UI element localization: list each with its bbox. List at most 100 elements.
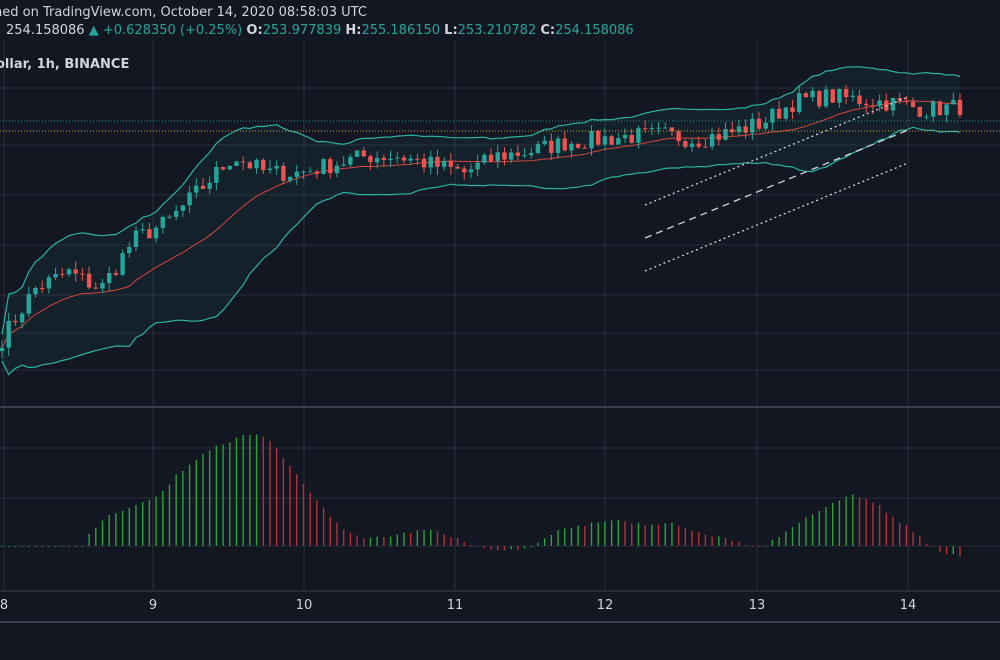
histogram-bar [845, 496, 847, 546]
histogram-bar [456, 538, 459, 546]
candle-body [669, 127, 675, 132]
histogram-bar [952, 546, 955, 555]
price-value: 254.158086 [6, 23, 85, 38]
histogram-bar [624, 520, 626, 546]
histogram-bar [296, 474, 298, 546]
candle-body [488, 154, 494, 162]
histogram-bar [28, 546, 30, 547]
histogram-bar [483, 546, 486, 549]
histogram-bar [537, 542, 539, 546]
histogram-bar [610, 520, 613, 546]
candle-body [495, 152, 500, 162]
histogram-bar [523, 546, 526, 549]
histogram-bar [878, 505, 881, 546]
histogram-bar [852, 494, 854, 546]
histogram-bar [302, 484, 305, 546]
histogram-bar [175, 474, 177, 546]
candle-body [575, 143, 581, 148]
candle-body [817, 91, 822, 107]
candle-body [649, 127, 655, 129]
candle-body [113, 273, 119, 275]
candle-body [106, 273, 112, 283]
candle-body [535, 143, 541, 153]
candle-body [937, 101, 943, 116]
candle-body [167, 216, 172, 218]
candle-body [301, 171, 306, 173]
candle-body [261, 159, 266, 171]
candle-body [240, 161, 246, 163]
candle-body [830, 89, 835, 103]
low-value: 253.210782 [457, 23, 537, 38]
histogram-bar [858, 497, 861, 546]
candle-body [529, 152, 534, 156]
candle-body [770, 108, 775, 123]
candle-body [46, 277, 52, 289]
histogram-bar [604, 521, 606, 546]
candle-body [435, 156, 440, 167]
candle-body [502, 152, 507, 160]
histogram-bar [885, 512, 888, 546]
candle-body [683, 141, 688, 147]
histogram-bar [396, 534, 398, 546]
candle-body [80, 273, 85, 275]
candle-body [334, 165, 340, 174]
histogram-bar [490, 546, 492, 550]
candle-body [589, 131, 594, 149]
histogram-bar [778, 536, 780, 546]
histogram-bar [698, 532, 700, 546]
candle-body [455, 166, 460, 169]
histogram-bar [342, 529, 345, 546]
histogram-bar [577, 525, 579, 546]
histogram-bar [543, 538, 546, 546]
candle-body [93, 287, 98, 289]
candle-body [877, 100, 882, 107]
candle-body [234, 161, 239, 166]
candle-body [220, 166, 226, 170]
candle-body [743, 126, 748, 133]
candle-body [837, 89, 842, 103]
open-label: O: [246, 23, 263, 38]
candle-body [368, 156, 373, 163]
candle-body [790, 107, 795, 112]
histogram-bar [202, 454, 204, 546]
histogram-bar [430, 529, 432, 546]
candle-body [904, 100, 909, 102]
histogram-bar [892, 516, 894, 546]
candle-body [515, 152, 521, 156]
candle-body [703, 146, 708, 148]
histogram-bar [758, 546, 760, 548]
histogram-bar [443, 534, 445, 546]
histogram-bar [168, 484, 171, 546]
histogram-bar [530, 546, 532, 548]
candle-body [555, 138, 561, 154]
candle-body [180, 205, 186, 211]
published-caption: hed on TradingView.com, October 14, 2020… [0, 5, 367, 20]
histogram-bar [322, 507, 325, 546]
histogram-bar [195, 459, 197, 546]
histogram-bar [463, 542, 465, 546]
histogram-bar [88, 533, 90, 546]
histogram-bar [222, 444, 224, 546]
candle-body [602, 136, 608, 145]
close-value: 254.158086 [555, 23, 634, 38]
histogram-bar [825, 506, 827, 546]
histogram-bar [691, 530, 693, 546]
candle-body [462, 168, 467, 173]
histogram-bar [617, 520, 620, 546]
histogram-bar [476, 546, 479, 547]
candle-body [783, 107, 789, 119]
histogram-bar [162, 490, 164, 546]
candle-body [763, 122, 768, 129]
candle-body [616, 138, 621, 145]
candle-body [810, 91, 815, 98]
histogram-bar [450, 537, 452, 546]
candle-body [843, 89, 849, 98]
histogram-bar [597, 522, 599, 546]
candle-body [421, 158, 427, 168]
candle-body [468, 169, 474, 173]
bollinger-basis [1, 100, 961, 349]
histogram-bar [403, 532, 405, 546]
candle-body [776, 108, 782, 119]
histogram-bar [517, 546, 519, 551]
